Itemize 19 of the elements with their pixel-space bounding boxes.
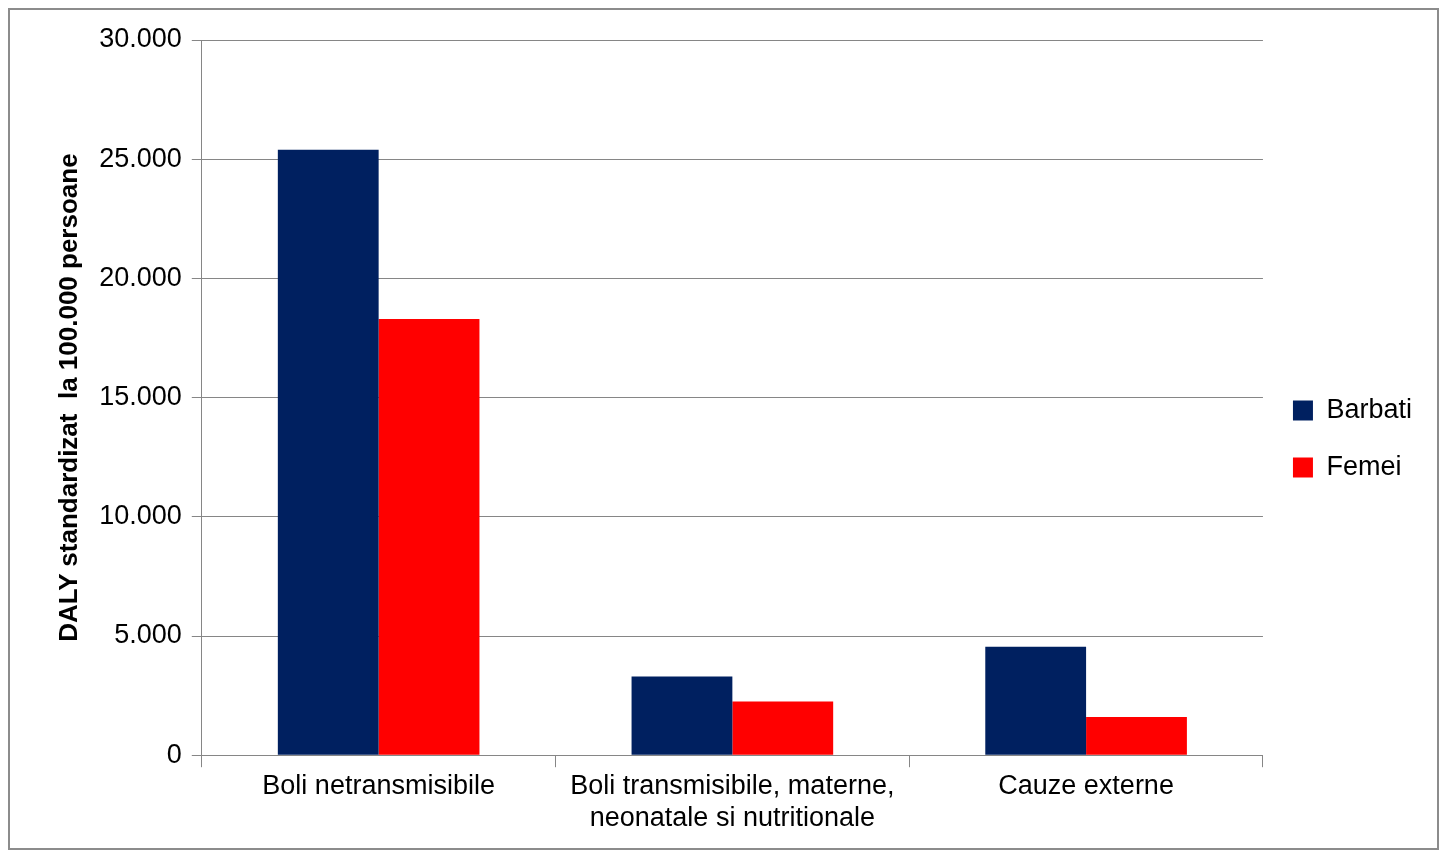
x-tick-label: Boli netransmisibile [262, 769, 495, 800]
x-tick-label: Cauze externe [998, 769, 1174, 800]
y-tick-label: 10.000 [99, 500, 182, 531]
bar [631, 676, 733, 755]
bar [277, 149, 379, 755]
y-tick-label: 20.000 [99, 261, 182, 292]
bar [1086, 717, 1187, 755]
x-tick-label: Boli transmisibile, materne, neonatale si nutritionale [570, 769, 895, 833]
bar [732, 701, 834, 755]
bar [378, 318, 480, 755]
y-axis-title: DALY standardizat la 100.000 persoane [52, 153, 83, 642]
legend-label: Barbati [1326, 393, 1413, 424]
y-tick-label: 25.000 [99, 142, 182, 173]
legend-label: Femei [1326, 450, 1402, 481]
y-tick-label: 5.000 [114, 619, 182, 650]
bar [985, 646, 1087, 755]
y-tick-label: 0 [166, 738, 182, 769]
y-tick-label: 15.000 [99, 381, 182, 412]
y-tick-label: 30.000 [99, 23, 182, 54]
